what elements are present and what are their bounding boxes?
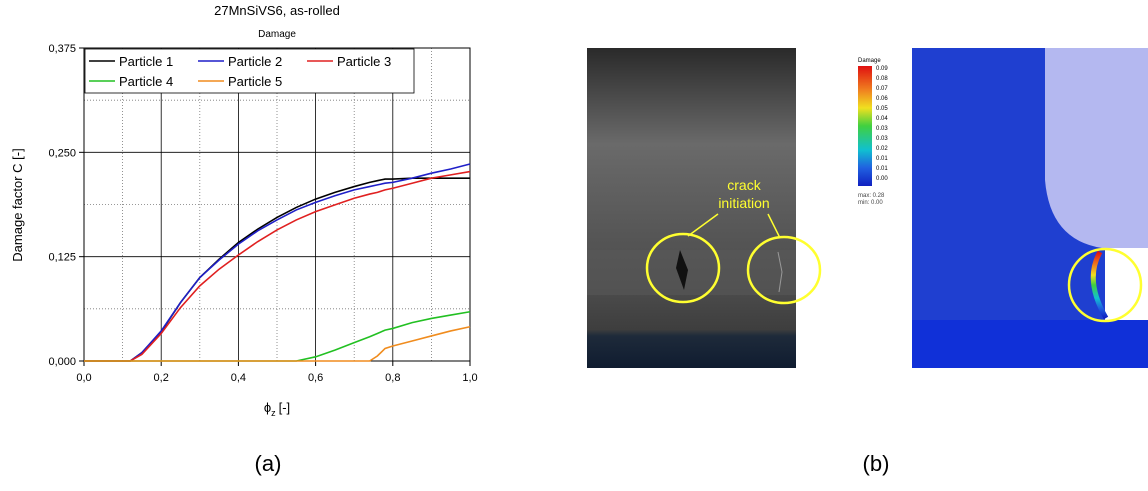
x-axis-label: ϕz [-] xyxy=(264,400,290,418)
panel-label: (b) xyxy=(863,451,890,476)
contour-label: 0.00 xyxy=(876,176,888,182)
y-axis-label: Damage factor C [-] xyxy=(10,148,25,261)
legend-label: Particle 3 xyxy=(337,54,391,69)
y-tick-label: 0,250 xyxy=(48,147,76,159)
chart-title: 27MnSiVS6, as-rolled xyxy=(214,3,340,18)
line-series xyxy=(84,325,471,362)
highlight-circle xyxy=(746,235,822,305)
legend-label: Particle 5 xyxy=(228,74,282,89)
contour-title: Damage xyxy=(858,58,881,64)
fe-base xyxy=(912,320,1148,368)
contour-label: 0.03 xyxy=(876,136,888,142)
panel-label: (a) xyxy=(255,451,282,476)
color-bar xyxy=(858,66,872,186)
contour-label: 0.08 xyxy=(876,76,888,82)
annotation: initiation xyxy=(718,195,769,211)
legend-box xyxy=(84,48,415,94)
contour-max: max: 0.28 xyxy=(858,193,885,199)
line-series xyxy=(84,163,471,362)
y-tick-label: 0,125 xyxy=(48,252,76,264)
highlight-circle xyxy=(1067,247,1143,323)
crack xyxy=(676,250,688,290)
x-tick-label: 0,4 xyxy=(231,372,246,384)
contour-label: 0.02 xyxy=(876,146,888,152)
contour-label: 0.01 xyxy=(876,156,888,162)
x-label-subscript: z xyxy=(271,408,276,418)
contour-label: 0.03 xyxy=(876,126,888,132)
x-label-unit: [-] xyxy=(279,400,291,415)
line-series xyxy=(84,170,471,362)
contour-label: 0.04 xyxy=(876,116,888,122)
fe-damage-zone xyxy=(1090,250,1109,320)
photo xyxy=(587,48,796,368)
contour-label: 0.05 xyxy=(876,106,888,112)
arrow xyxy=(767,213,781,239)
chart-subtitle: Damage xyxy=(258,29,296,40)
highlight-circle xyxy=(645,232,721,304)
x-tick-label: 0,6 xyxy=(308,372,323,384)
x-tick-label: 0,2 xyxy=(154,372,169,384)
contour-label: 0.06 xyxy=(876,96,888,102)
legend-label: Particle 4 xyxy=(119,74,173,89)
legend-label: Particle 1 xyxy=(119,54,173,69)
contour-label: 0.07 xyxy=(876,86,888,92)
fe-die xyxy=(1045,48,1148,248)
x-tick-label: 1,0 xyxy=(462,372,477,384)
photo-band xyxy=(587,250,796,295)
contour-min: min: 0.00 xyxy=(858,200,883,206)
y-tick-label: 0,000 xyxy=(48,356,76,368)
arrow xyxy=(687,213,719,237)
contour-label: 0.01 xyxy=(876,166,888,172)
contour-label: 0.09 xyxy=(876,66,888,72)
legend-label: Particle 2 xyxy=(228,54,282,69)
crack xyxy=(777,251,783,293)
x-tick-label: 0,8 xyxy=(385,372,400,384)
x-label-symbol: ϕ xyxy=(264,400,271,415)
x-tick-label: 0,0 xyxy=(76,372,91,384)
y-tick-label: 0,375 xyxy=(48,43,76,55)
annotation: crack xyxy=(727,177,761,193)
